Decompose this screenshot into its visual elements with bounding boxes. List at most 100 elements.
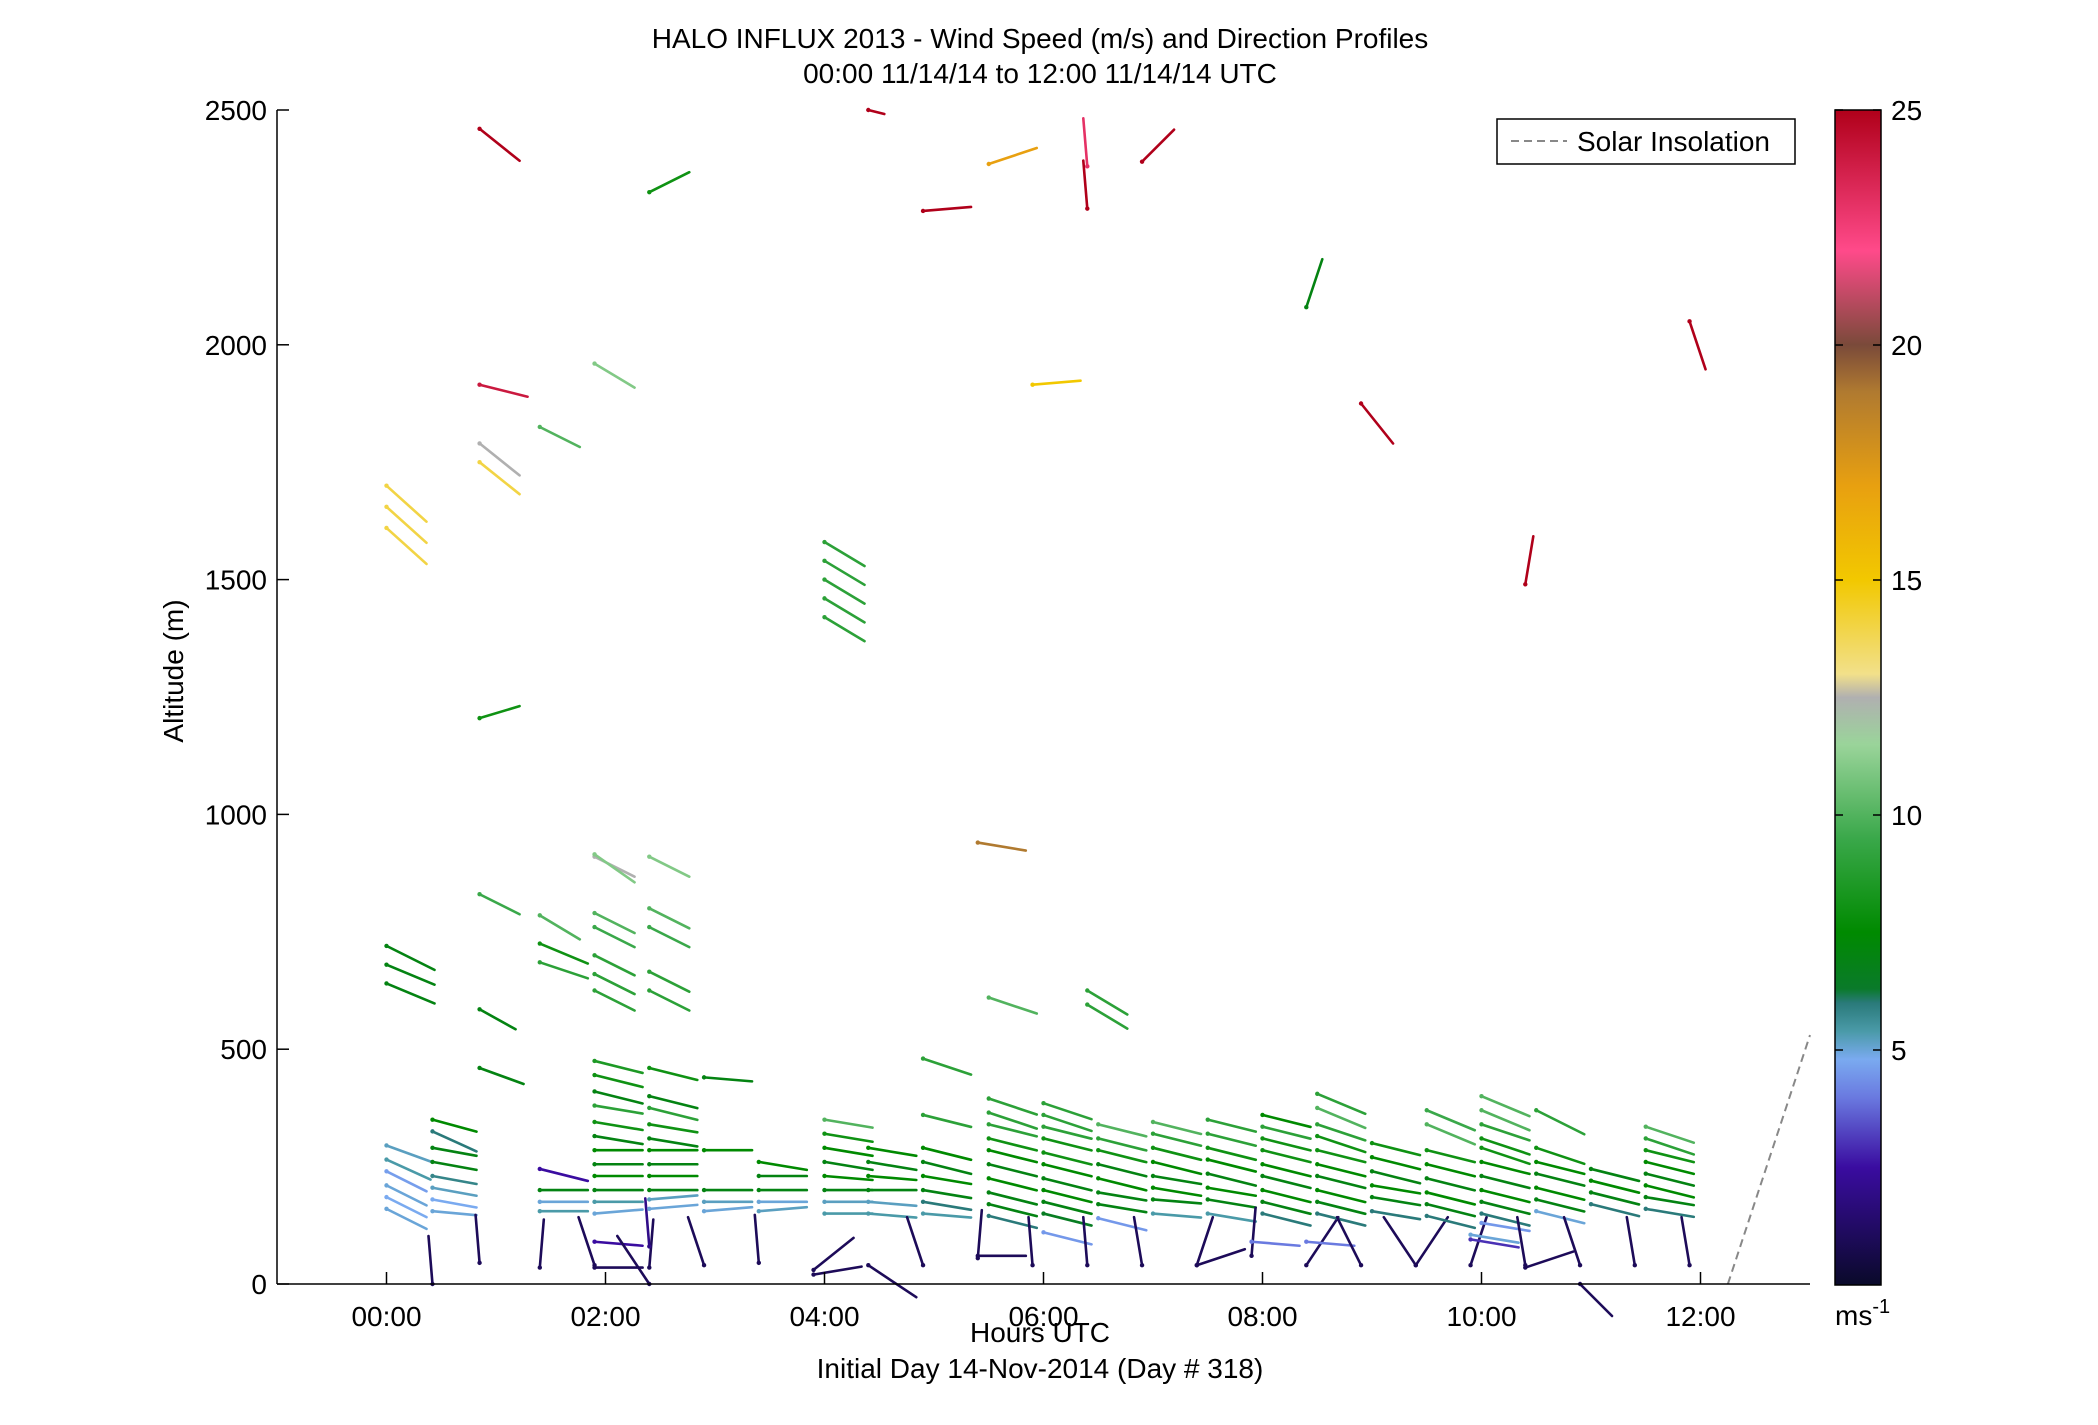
wind-barb-origin <box>975 840 980 845</box>
wind-barb <box>427 1234 434 1286</box>
wind-barb <box>1480 1188 1531 1204</box>
wind-barb <box>1261 1212 1312 1227</box>
wind-barb <box>823 597 866 624</box>
wind-barb-origin <box>592 361 597 366</box>
wind-barb-origin <box>384 483 389 488</box>
wind-barb <box>866 108 886 116</box>
wind-barb-origin <box>537 1199 542 1205</box>
colorbar-tick-label: 5 <box>1891 1035 1907 1066</box>
wind-barb <box>385 944 436 972</box>
wind-barb <box>1359 402 1395 445</box>
colorbar-scale <box>1834 109 1882 1286</box>
wind-barb <box>921 1113 973 1129</box>
wind-barb <box>1206 1118 1258 1133</box>
wind-barb <box>686 1215 706 1267</box>
wind-barb <box>757 1205 809 1213</box>
wind-barb <box>1206 1186 1258 1198</box>
wind-barb-origin <box>1315 1133 1320 1139</box>
wind-barb-origin <box>1205 1157 1210 1162</box>
x-tick-label: 10:00 <box>1446 1301 1516 1332</box>
wind-barb-origin <box>986 1147 991 1153</box>
wind-barb <box>593 953 636 977</box>
wind-barb-origin <box>822 1131 827 1136</box>
wind-barb-origin <box>1468 1237 1473 1242</box>
wind-barb-origin <box>1369 1209 1375 1214</box>
wind-barb <box>1425 1123 1477 1146</box>
wind-barb <box>1096 1148 1148 1164</box>
wind-barb <box>823 559 866 587</box>
wind-barb-origin <box>1479 1187 1484 1193</box>
wind-barb <box>1534 1186 1586 1202</box>
wind-barb-origin <box>1096 1190 1101 1195</box>
wind-barb-origin <box>384 1169 389 1174</box>
wind-barb <box>1042 1200 1093 1216</box>
solar-insolation-line <box>1726 1034 1811 1285</box>
wind-barb-origin <box>1643 1136 1648 1141</box>
wind-barb-origin <box>1096 1216 1101 1221</box>
wind-barb-origin <box>647 1206 652 1212</box>
wind-barb <box>1031 379 1082 387</box>
wind-barb-origin <box>647 1147 652 1153</box>
wind-barb <box>647 1203 699 1211</box>
wind-barb <box>1315 1188 1367 1204</box>
wind-barb-origin <box>592 1199 597 1205</box>
wind-barb-origin <box>1534 1209 1539 1214</box>
wind-barb <box>1469 1233 1520 1244</box>
wind-barb-origin <box>1304 305 1309 310</box>
wind-barb <box>1151 1132 1203 1148</box>
wind-barb-origin <box>866 1211 871 1216</box>
wind-barb-origin <box>592 971 597 977</box>
wind-barb <box>866 1146 918 1158</box>
wind-barb-origin <box>822 614 827 620</box>
wind-barb <box>1644 1148 1696 1164</box>
wind-barb-origin <box>822 1211 827 1216</box>
wind-barb-origin <box>1468 1263 1473 1268</box>
wind-barb-origin <box>756 1209 761 1214</box>
wind-barb-origin <box>1358 401 1364 406</box>
wind-barb-origin <box>701 1209 707 1214</box>
wind-barb <box>1096 1202 1148 1214</box>
wind-barb-origin <box>1479 1136 1484 1141</box>
wind-barb-origin <box>1479 1199 1484 1205</box>
wind-barb-origin <box>592 924 597 930</box>
wind-barb-origin <box>384 1143 389 1148</box>
wind-barb-origin <box>1424 1201 1429 1207</box>
y-axis-label: Altitude (m) <box>158 599 189 742</box>
wind-barb-origin <box>477 892 482 897</box>
wind-barb <box>1534 1160 1586 1176</box>
wind-barb-origin <box>1315 1091 1320 1097</box>
wind-barb <box>1370 1141 1422 1157</box>
wind-barb-origin <box>1369 1155 1375 1160</box>
colorbar-tick-label: 15 <box>1891 565 1922 596</box>
plot-background <box>277 110 1810 1284</box>
wind-barb-origin <box>920 1056 926 1061</box>
wind-barb <box>647 1106 699 1122</box>
wind-barb-origin <box>477 441 482 446</box>
wind-barb-origin <box>1096 1201 1101 1207</box>
wind-barb-origin <box>592 1103 597 1108</box>
wind-barb <box>478 704 521 720</box>
wind-barb-origin <box>384 525 389 531</box>
wind-barb <box>987 1148 1039 1164</box>
wind-barb <box>1382 1215 1418 1267</box>
wind-barb-origin <box>537 1166 542 1172</box>
wind-barb-origin <box>986 1096 991 1101</box>
wind-barb <box>987 1202 1039 1218</box>
wind-barb <box>1524 534 1535 586</box>
wind-barb-origin <box>1424 1108 1429 1113</box>
wind-barb <box>1261 1174 1312 1190</box>
wind-barb <box>1195 1215 1215 1267</box>
wind-barb-origin <box>647 1162 652 1167</box>
wind-barb-origin <box>1588 1190 1594 1195</box>
colorbar-tick-label: 10 <box>1891 800 1922 831</box>
wind-barb <box>647 1218 655 1269</box>
wind-barb-origin <box>430 1117 435 1122</box>
wind-barb-origin <box>477 382 482 387</box>
wind-barb-origin <box>1085 206 1090 211</box>
wind-barb <box>1082 117 1089 168</box>
wind-barb <box>921 205 973 213</box>
wind-barb <box>987 1137 1039 1152</box>
wind-barb-origin <box>811 1272 816 1277</box>
wind-barb <box>1206 1212 1258 1223</box>
